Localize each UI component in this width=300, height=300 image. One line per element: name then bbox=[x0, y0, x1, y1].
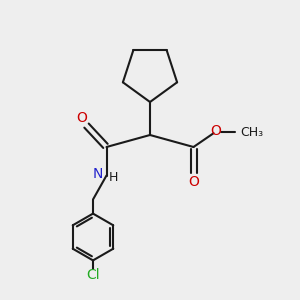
Text: O: O bbox=[211, 124, 221, 138]
Text: H: H bbox=[108, 171, 118, 184]
Text: N: N bbox=[93, 167, 103, 181]
Text: O: O bbox=[189, 175, 200, 188]
Text: O: O bbox=[76, 111, 87, 125]
Text: CH₃: CH₃ bbox=[240, 125, 263, 139]
Text: Cl: Cl bbox=[86, 268, 100, 282]
